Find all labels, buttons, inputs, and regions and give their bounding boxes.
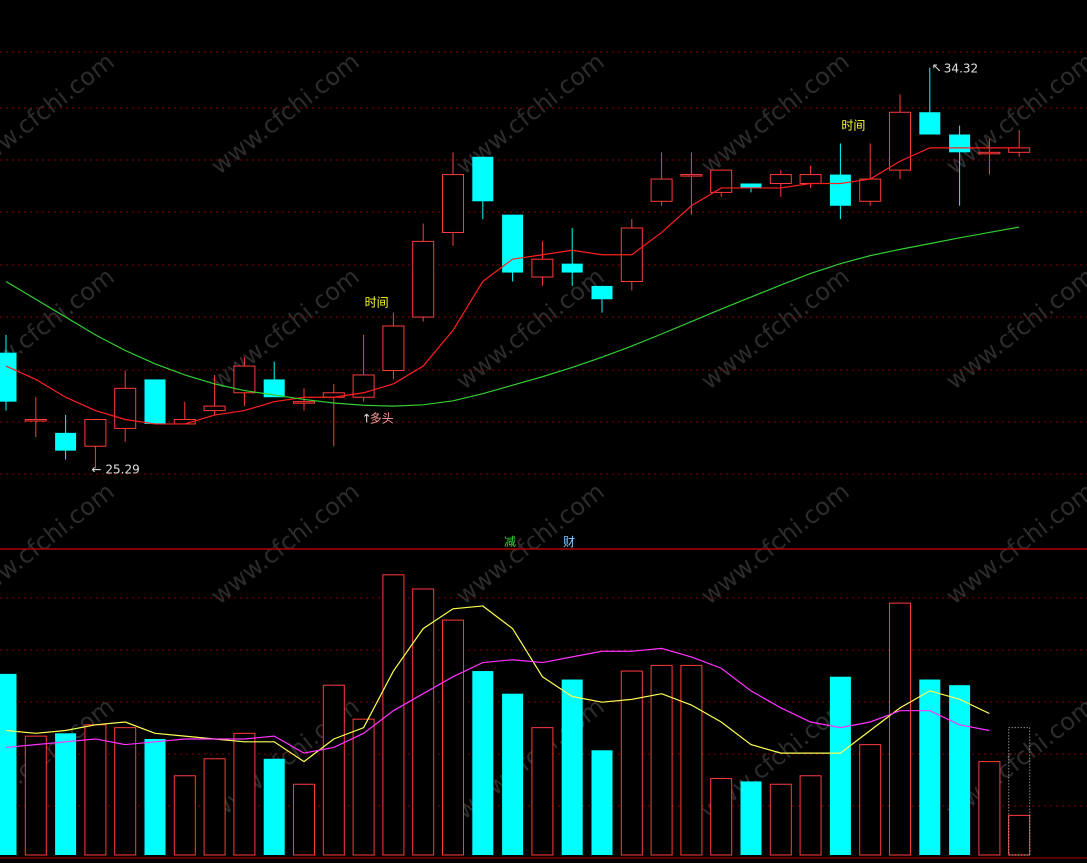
- volume-bar-up: [620, 670, 643, 856]
- volume-bar-down: [740, 781, 762, 855]
- candle-body-up: [710, 169, 733, 193]
- ma-short-line: [5, 147, 1020, 425]
- volume-bar-up: [173, 775, 196, 856]
- volume-bar-up: [710, 778, 733, 856]
- candle-body-down: [472, 156, 494, 202]
- volume-bar-down: [55, 733, 77, 855]
- volume-bar-down: [502, 693, 524, 855]
- watermark-text: www.cfchi.com: [206, 262, 365, 395]
- volume-bar-down: [263, 758, 285, 855]
- candle-body-up: [233, 365, 256, 394]
- candle-body-up: [889, 111, 911, 171]
- annotation-time: 时间: [365, 296, 389, 310]
- volume-bar-up: [769, 783, 792, 856]
- volume-average-lines: [5, 605, 990, 763]
- watermark-text: www.cfchi.com: [0, 477, 120, 610]
- chart-labels: ↖ 34.32 ← 25.29 时间 ↑多头 时间减 财: [91, 61, 978, 549]
- candle-body-up: [412, 240, 435, 318]
- volume-bar-down: [0, 673, 17, 855]
- candle-body-up: [978, 151, 1001, 155]
- watermark-text: www.cfchi.com: [0, 262, 120, 395]
- candle-body-down: [561, 263, 583, 273]
- volume-bar-up: [382, 574, 405, 856]
- volume-ma-slow-line: [5, 647, 990, 754]
- volume-bar-up: [203, 758, 226, 856]
- volume-bar-up: [442, 619, 464, 856]
- volume-bar-down: [829, 676, 851, 855]
- candle-body-down: [829, 174, 851, 206]
- volume-bar-down: [144, 738, 166, 855]
- annotation-bull-arrow: ↑: [362, 412, 372, 426]
- volume-bar-up: [322, 684, 345, 856]
- candle-body-down: [740, 183, 762, 188]
- candle-body-up: [293, 401, 315, 404]
- candle-body-up: [531, 258, 554, 278]
- volume-bar-up: [412, 588, 435, 856]
- volume-bars: [0, 574, 1031, 856]
- volume-bar-up: [352, 718, 375, 856]
- candle-body-down: [919, 112, 941, 135]
- volume-bar-up: [859, 744, 882, 856]
- candle-body-up: [769, 174, 792, 184]
- watermark-text: www.cfchi.com: [941, 262, 1087, 395]
- candle-body-down: [591, 285, 613, 300]
- volume-bar-down: [919, 679, 941, 855]
- watermark-text: www.cfchi.com: [451, 262, 610, 395]
- watermark-text: www.cfchi.com: [0, 47, 120, 180]
- candle-body-up: [859, 178, 882, 202]
- low-marker-arrow: ←: [91, 462, 101, 476]
- candle-body-down: [263, 379, 285, 398]
- candle-body-down: [55, 432, 77, 451]
- candle-body-up: [1008, 147, 1031, 153]
- candle-body-down: [144, 379, 166, 424]
- candle-body-up: [24, 418, 47, 422]
- annotation-bull: 多头: [370, 412, 394, 426]
- volume-tag: 减: [504, 535, 516, 549]
- volume-bar-up: [531, 727, 554, 856]
- volume-bar-up: [114, 727, 137, 856]
- watermark-text: www.cfchi.com: [696, 262, 855, 395]
- candle-body-down: [949, 134, 971, 153]
- volume-bar-up: [680, 664, 703, 856]
- low-price-label: 25.29: [105, 462, 139, 476]
- watermark-text: www.cfchi.com: [696, 477, 855, 610]
- candle-body-up: [203, 405, 226, 412]
- volume-bar-down: [472, 671, 494, 855]
- volume-bar-down: [561, 679, 583, 855]
- volume-bar-up: [84, 724, 107, 856]
- candle-body-up: [114, 387, 137, 429]
- ma-long-line: [5, 226, 1020, 407]
- volume-bar-up: [293, 783, 315, 856]
- volume-tag: 财: [563, 535, 575, 549]
- volume-bar-up: [799, 775, 822, 856]
- high-marker-arrow: ↖: [932, 61, 942, 75]
- annotation-time: 时间: [841, 118, 865, 132]
- candle-body-up: [680, 174, 703, 177]
- moving-average-lines: [5, 147, 1020, 425]
- watermark-text: www.cfchi.com: [941, 477, 1087, 610]
- candle-body-up: [442, 174, 464, 233]
- watermark-text: www.cfchi.com: [451, 477, 610, 610]
- watermark-text: www.cfchi.com: [206, 477, 365, 610]
- volume-ma-fast-line: [5, 605, 990, 763]
- volume-bar-up: [650, 664, 673, 856]
- candlestick-series: [0, 67, 1031, 469]
- volume-bar-down: [591, 750, 613, 855]
- volume-bar-up: [889, 602, 911, 856]
- volume-bar-up: [233, 732, 256, 856]
- candle-body-up: [382, 325, 405, 372]
- volume-bar-up: [1008, 814, 1031, 856]
- volume-bar-up: [978, 761, 1001, 856]
- high-price-label: 34.32: [944, 62, 978, 76]
- candle-body-down: [502, 214, 524, 273]
- volume-bar-up: [24, 735, 47, 856]
- volume-bar-projected: [1008, 727, 1031, 856]
- candle-body-up: [650, 178, 673, 202]
- candle-body-up: [84, 418, 107, 447]
- candle-body-down: [0, 352, 17, 402]
- candle-body-up: [799, 174, 822, 184]
- volume-bar-down: [949, 685, 971, 855]
